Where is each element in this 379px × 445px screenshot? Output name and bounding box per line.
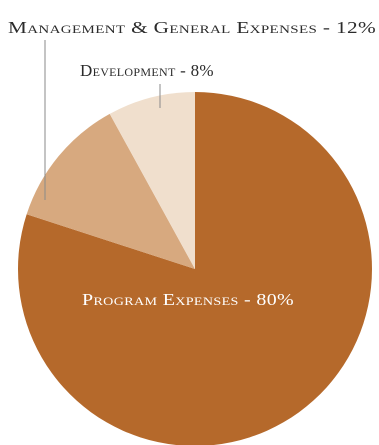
slice-label-management: Management & General Expenses - 12% <box>8 18 376 37</box>
slice-program <box>17 92 372 445</box>
slice-development <box>109 92 195 269</box>
slice-label-program: Program Expenses - 80% <box>82 290 294 309</box>
pie-slices <box>17 92 372 445</box>
slice-label-development: Development - 8% <box>80 61 214 80</box>
slice-management <box>26 113 195 269</box>
